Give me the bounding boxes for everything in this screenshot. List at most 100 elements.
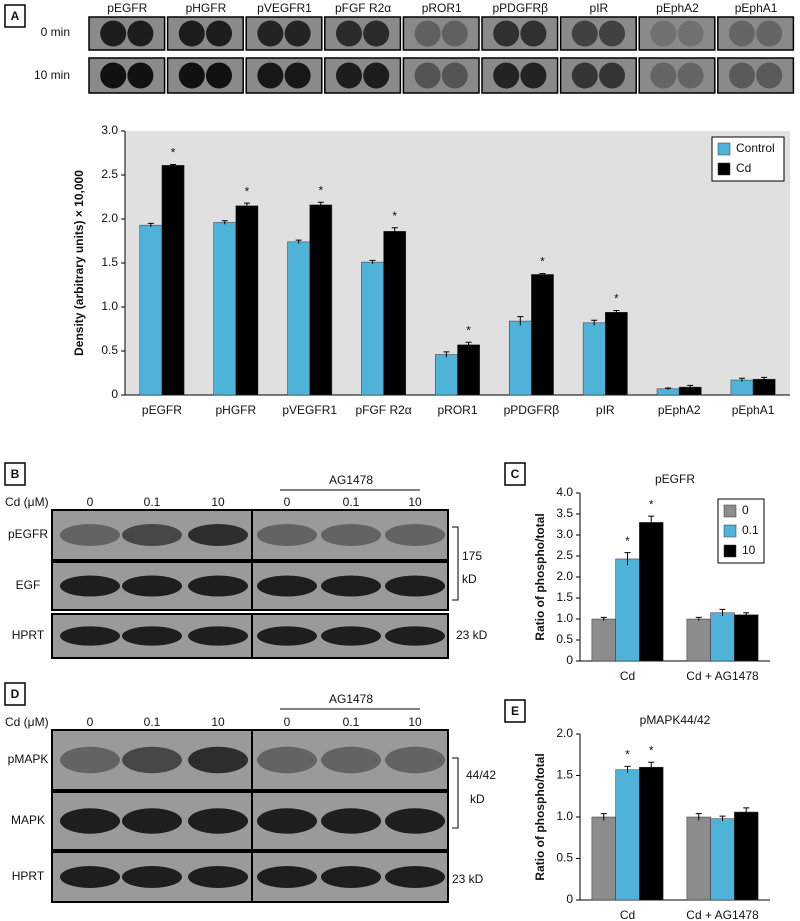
x-tick-label: pROR1 — [437, 403, 477, 417]
error-bar — [624, 552, 631, 566]
dose-axis-label: Cd (μM) — [5, 495, 49, 509]
bar — [752, 378, 776, 396]
blot-band — [257, 746, 317, 774]
y-tick-label: 1.0 — [101, 299, 118, 313]
bar — [213, 222, 237, 396]
error-bar — [695, 813, 702, 821]
array-spot — [756, 20, 783, 47]
blot-band — [321, 524, 381, 546]
blot-band — [122, 524, 182, 546]
panel-label-box — [4, 682, 26, 706]
error-bar — [517, 316, 524, 326]
x-tick-label: pPDGFRβ — [504, 403, 560, 417]
dose-label: 0.1 — [144, 715, 161, 729]
legend-label: Control — [736, 141, 775, 155]
blot-band — [385, 524, 445, 546]
error-bar — [624, 765, 631, 774]
y-tick-label: 0.5 — [556, 851, 573, 865]
y-tick-label: 1.5 — [556, 590, 573, 604]
blot-band — [122, 575, 182, 597]
blot-band — [60, 524, 120, 546]
blot-strip — [51, 729, 449, 791]
significance-mark: * — [625, 748, 630, 762]
error-bar — [648, 515, 655, 529]
y-tick-label: 0 — [566, 892, 573, 906]
array-blot-box — [402, 16, 480, 51]
panel-label-box — [504, 462, 526, 486]
x-tick-label: pFGF R2α — [355, 403, 411, 417]
error-bar — [761, 376, 768, 381]
significance-mark: * — [245, 184, 250, 198]
y-tick-label: 0.5 — [556, 632, 573, 646]
x-tick-label: Cd — [620, 669, 635, 683]
bar — [734, 811, 759, 901]
inhibitor-label: AG1478 — [329, 473, 373, 487]
panel-label: A — [11, 9, 20, 23]
bar — [686, 816, 711, 901]
error-bar — [539, 273, 546, 276]
x-tick-label: pEphA2 — [658, 403, 701, 417]
array-spot — [206, 20, 233, 47]
blot-band — [321, 626, 381, 646]
x-tick-label: Cd + AG1478 — [686, 669, 759, 683]
y-tick-label: 1.0 — [556, 809, 573, 823]
x-tick-label: pIR — [596, 403, 615, 417]
error-bar — [317, 201, 324, 208]
bar — [309, 204, 333, 396]
significance-mark: * — [540, 255, 545, 269]
bar — [287, 241, 310, 396]
size-label: kD — [462, 572, 477, 586]
array-spot — [284, 62, 311, 89]
array-spot — [441, 20, 468, 47]
panel-label-box — [4, 462, 26, 486]
blot-strip — [51, 613, 449, 659]
dose-label: 0.1 — [144, 495, 161, 509]
y-tick-label: 2.0 — [101, 211, 118, 225]
array-blot-box — [402, 57, 480, 94]
error-bar — [170, 163, 177, 167]
x-tick-label: pHGFR — [215, 403, 256, 417]
blot-row-label: pEGFR — [8, 527, 48, 541]
bar — [730, 379, 754, 396]
blot-band — [385, 746, 445, 774]
error-bar — [743, 612, 750, 617]
dose-label: 10 — [408, 715, 422, 729]
array-spot — [335, 62, 362, 89]
error-bar — [295, 239, 302, 244]
array-spot — [571, 62, 598, 89]
bar — [591, 618, 616, 662]
bar — [615, 769, 640, 901]
array-spot — [728, 62, 755, 89]
y-axis-label: Ratio of phospho/total — [533, 513, 547, 640]
error-bar — [443, 351, 450, 358]
array-spot — [363, 20, 390, 47]
error-bar — [243, 202, 250, 209]
array-spot — [571, 20, 598, 47]
y-axis-label: Density (arbitrary units) × 10,000 — [72, 170, 86, 356]
error-bar — [369, 259, 376, 264]
panel-label: C — [511, 467, 520, 481]
error-bar — [591, 319, 598, 326]
error-bar — [465, 341, 472, 348]
blot-band — [60, 575, 120, 597]
array-column-label: pPDGFRβ — [493, 1, 549, 15]
inhibitor-label: AG1478 — [329, 692, 373, 706]
blot-band — [385, 866, 445, 888]
array-column-label: pEGFR — [107, 1, 147, 15]
blot-strip — [51, 561, 449, 611]
blot-band — [321, 866, 381, 888]
error-bar — [391, 227, 398, 235]
array-spot — [284, 20, 311, 47]
array-column-label: pFGF R2α — [335, 1, 391, 15]
legend-swatch — [723, 504, 737, 518]
error-bar — [648, 761, 655, 773]
blot-band — [188, 866, 248, 888]
bar — [457, 344, 480, 396]
array-spot — [650, 20, 677, 47]
array-spot — [127, 62, 154, 89]
y-tick-label: 0.5 — [101, 343, 118, 357]
dose-label: 0.1 — [343, 495, 360, 509]
bar — [361, 261, 384, 396]
bar — [710, 818, 735, 901]
blot-band — [122, 746, 182, 774]
